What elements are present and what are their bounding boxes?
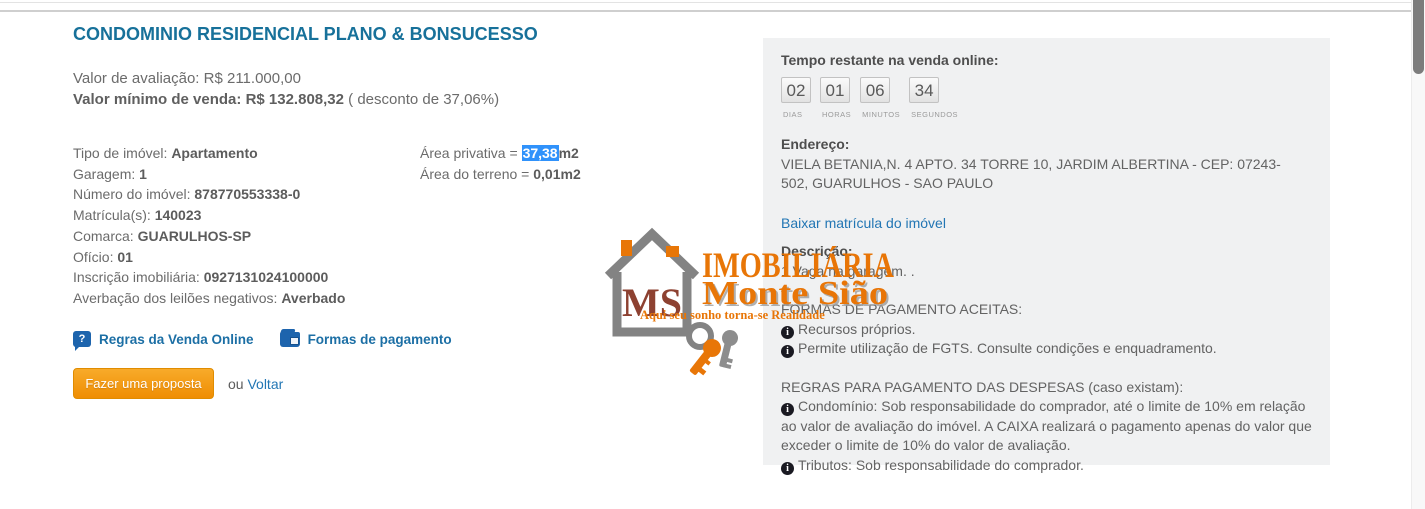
valuation-label: Valor de avaliação: <box>73 70 200 87</box>
private-area-row: Área privativa = 37,38m2 <box>420 145 579 161</box>
address-label: Endereço: <box>781 136 850 152</box>
valuation-row: Valor de avaliação: R$ 211.000,00 <box>73 70 301 87</box>
description-value: 1 Vaga na garagem. . <box>781 262 915 279</box>
area-info: Área privativa = 37,38m2 Área do terreno… <box>420 143 581 184</box>
scrollbar-thumb[interactable] <box>1413 0 1424 74</box>
countdown-title: Tempo restante na venda online: <box>781 52 999 68</box>
question-bubble-icon: ? <box>73 331 91 351</box>
detail-row-tax-id: Inscrição imobiliária: 0927131024100000 <box>73 269 329 286</box>
min-sale-row: Valor mínimo de venda: R$ 132.808,32 ( d… <box>73 91 499 108</box>
sale-info-panel: Tempo restante na venda online: 02 DIAS … <box>763 38 1330 475</box>
detail-row-registry: Matrícula(s): 140023 <box>73 207 202 224</box>
keys-icon <box>686 322 738 376</box>
description-label: Descrição: <box>781 243 853 259</box>
online-sale-rules-label: Regras da Venda Online <box>99 331 254 347</box>
land-area-row: Área do terreno = 0,01m2 <box>420 165 581 182</box>
min-sale-discount: ( desconto de 37,06%) <box>348 91 500 108</box>
detail-row-type: Tipo de imóvel: Apartamento <box>73 145 258 161</box>
online-sale-rules-link[interactable]: ? Regras da Venda Online <box>73 331 254 351</box>
chimney-right <box>666 246 679 257</box>
download-registry-link[interactable]: Baixar matrícula do imóvel <box>781 214 946 231</box>
info-icon: i <box>781 403 794 416</box>
property-details: Tipo de imóvel: Apartamento Garagem: 1 N… <box>73 143 345 309</box>
monogram-text: MS <box>622 280 682 325</box>
countdown-timer: 02 DIAS 01 HORAS 06 MINUTOS 34 SEGUNDOS <box>781 76 1312 125</box>
selected-text: 37,38 <box>521 145 559 161</box>
payment-method-item: i Recursos próprios. <box>781 320 1312 340</box>
countdown-seconds: 34 SEGUNDOS <box>909 76 958 125</box>
top-divider-line <box>0 2 1425 3</box>
payment-method-item: i Permite utilização de FGTS. Consulte co… <box>781 339 1312 359</box>
min-sale-value: R$ 132.808,32 <box>245 91 344 108</box>
valuation-value: R$ 211.000,00 <box>203 70 301 87</box>
info-icon: i <box>781 325 794 339</box>
detail-row-property-number: Número do imóvel: 878770553338-0 <box>73 186 301 203</box>
expense-rules-title: REGRAS PARA PAGAMENTO DAS DESPESAS (caso… <box>781 378 1184 395</box>
countdown-hours: 01 HORAS <box>820 76 851 125</box>
house-icon <box>604 227 700 337</box>
wallet-icon <box>279 331 300 347</box>
info-icon: i <box>781 461 794 475</box>
make-proposal-button[interactable]: Fazer uma proposta <box>73 368 214 399</box>
scrollbar-track[interactable] <box>1411 0 1425 509</box>
payment-methods-link[interactable]: Formas de pagamento <box>279 331 452 347</box>
address-value: VIELA BETANIA,N. 4 APTO. 34 TORRE 10, JA… <box>781 155 1281 192</box>
info-icon: i <box>781 345 794 358</box>
countdown-days: 02 DIAS <box>781 76 811 125</box>
detail-row-garage: Garagem: 1 <box>73 165 147 182</box>
min-sale-label: Valor mínimo de venda: <box>73 91 242 108</box>
payment-methods-title: FORMAS DE PAGAMENTO ACEITAS: <box>781 301 1023 317</box>
detail-row-district: Comarca: GUARULHOS-SP <box>73 227 252 244</box>
or-label: ou <box>228 376 244 392</box>
help-links-row: ? Regras da Venda Online Formas de pagam… <box>73 331 452 351</box>
chimney-left <box>621 240 632 256</box>
expense-rule-item: i Tributos: Sob responsabilidade do compr… <box>781 456 1316 476</box>
detail-row-annotation: Averbação dos leilões negativos: Averbad… <box>73 289 346 306</box>
header-divider-line <box>0 10 1425 12</box>
or-back-row: ou Voltar <box>228 376 283 392</box>
back-link[interactable]: Voltar <box>247 376 284 392</box>
detail-row-office: Ofício: 01 <box>73 248 133 265</box>
countdown-minutes: 06 MINUTOS <box>860 76 900 125</box>
payment-methods-label: Formas de pagamento <box>307 331 452 347</box>
expense-rule-item: i Condomínio: Sob responsabilidade do com… <box>781 398 1312 453</box>
page-title: CONDOMINIO RESIDENCIAL PLANO & BONSUCESS… <box>73 24 538 44</box>
